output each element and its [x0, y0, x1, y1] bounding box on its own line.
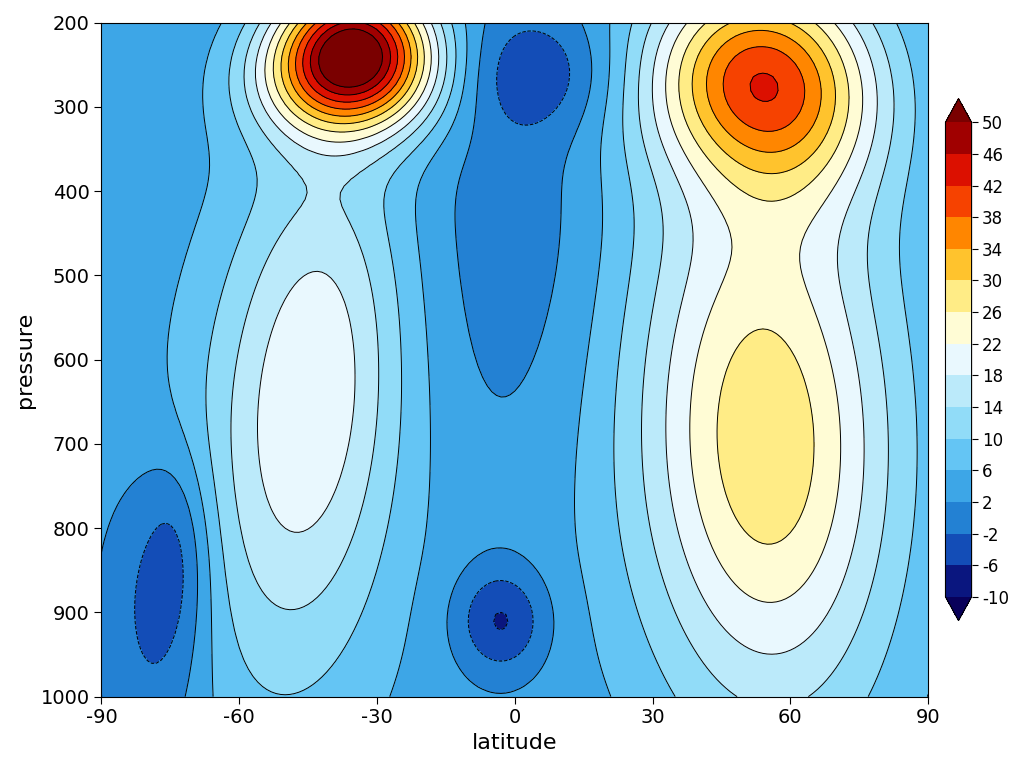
PathPatch shape	[945, 98, 972, 122]
PathPatch shape	[945, 597, 972, 621]
Y-axis label: pressure: pressure	[15, 312, 35, 408]
X-axis label: latitude: latitude	[472, 733, 557, 753]
